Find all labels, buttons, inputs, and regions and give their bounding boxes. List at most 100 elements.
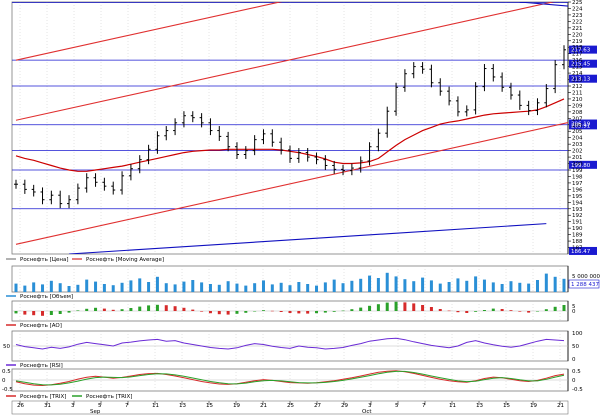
volume-tag-label: 1 288 437 [571,282,599,288]
volume-bar [129,280,133,292]
ao-bar [32,311,36,316]
volume-bar [315,285,319,292]
price-tag-box [569,121,597,130]
price-tag-box [569,45,597,54]
price-y-tick-label: 219 [572,39,583,45]
volume-bar [270,284,274,292]
price-y-tick-label: 207 [572,116,583,122]
volume-bar [447,282,451,292]
legend-trix-2: Роснефть [TRIX] [86,394,132,400]
price-y-tick-label: 225 [572,0,583,6]
ao-bar [270,310,274,312]
volume-bar [491,282,495,292]
volume-bar [120,282,124,292]
volume-bar [102,284,106,292]
ao-bar [368,305,372,311]
ao-bar [226,311,230,315]
volume-bar [23,285,27,292]
volume-bar [359,278,363,292]
x-tick-label: 3 [71,403,75,409]
ao-bar [421,305,425,311]
volume-bar [200,282,204,292]
volume-bar [482,279,486,292]
price-y-tick-label: 206 [572,123,583,129]
price-tag-box [569,160,597,169]
upper-channel-line [15,2,283,61]
price-tag-label: 215.45 [571,62,591,68]
volume-bar [456,278,460,292]
ao-bar [412,303,416,311]
x-tick-label: 19 [233,403,240,409]
volume-bar [341,283,345,292]
rsi-left-tick-label: 50 [3,344,10,350]
x-tick-label: 25 [287,403,294,409]
ao-bar [155,304,159,311]
legend-volume: Роснефть [Объем] [20,294,73,300]
x-tick-label: 7 [125,403,129,409]
ao-bar [491,308,495,311]
ao-bar [509,310,513,311]
ao-bar [518,311,522,312]
volume-bar [253,283,257,292]
legend-ao: Роснефть [AO] [20,323,62,329]
volume-bar [527,283,531,292]
ao-bar [553,306,557,311]
ao-bar [500,309,504,311]
ao-bar [297,311,301,314]
ao-bar [527,311,531,313]
ao-bar [147,305,151,311]
ao-bar [315,311,319,314]
rsi-y-tick-label: 0 [572,357,576,363]
volume-bar [261,280,265,292]
price-tag-box [569,246,597,255]
price-y-tick-label: 213 [572,78,583,84]
ao-bar [323,311,327,313]
price-y-tick-label: 201 [572,155,583,161]
trix-y-tick-label: -0.5 [572,387,583,393]
ao-bar [429,307,433,311]
volume-bar [244,285,248,292]
price-y-tick-label: 200 [572,162,583,168]
ao-bar [173,306,177,311]
legend-trix-1: Роснефть [TRIX] [20,394,66,400]
price-tag-label: 186.47 [571,249,591,255]
volume-bar [76,284,80,292]
ao-y-tick-label: 0 [572,309,576,315]
price-tag-box [569,74,597,83]
ao-bar [182,307,186,311]
price-y-tick-label: 202 [572,149,583,155]
volume-bar [182,281,186,292]
volume-bar [147,282,151,292]
ao-bar [49,311,53,315]
x-month-label: Oct [362,409,372,415]
price-y-tick-label: 204 [572,136,583,142]
ao-bar [279,311,283,312]
trix-y-tick-label: 0 [572,378,576,384]
volume-bar [217,284,221,292]
rsi-y-tick-label: 50 [572,344,579,350]
price-y-tick-label: 194 [572,200,583,206]
x-tick-label: 7 [422,403,426,409]
x-tick-label: 19 [530,403,537,409]
ao-bar [535,311,539,312]
volume-bar [235,283,239,292]
price-y-tick-label: 217 [572,52,583,58]
blue-trend-line [68,223,547,254]
price-y-tick-label: 188 [572,239,583,245]
x-tick-label: 13 [476,403,483,409]
x-tick-label: 11 [152,403,159,409]
ao-bar [129,308,133,311]
volume-bar [385,272,389,292]
volume-bar [173,284,177,292]
x-tick-label: 3 [368,403,372,409]
ao-bar [120,309,124,311]
price-y-tick-label: 218 [572,45,583,51]
legend-ma: Роснефть [Moving Average] [86,257,164,263]
volume-bar [138,278,142,292]
x-tick-label: 31 [44,403,51,409]
price-tag-label: 213.13 [571,77,591,83]
ao-y-tick-label: 5 [572,304,576,310]
ao-bar [14,311,18,314]
price-tag-label: 217.63 [571,48,591,54]
ao-bar [23,311,27,315]
